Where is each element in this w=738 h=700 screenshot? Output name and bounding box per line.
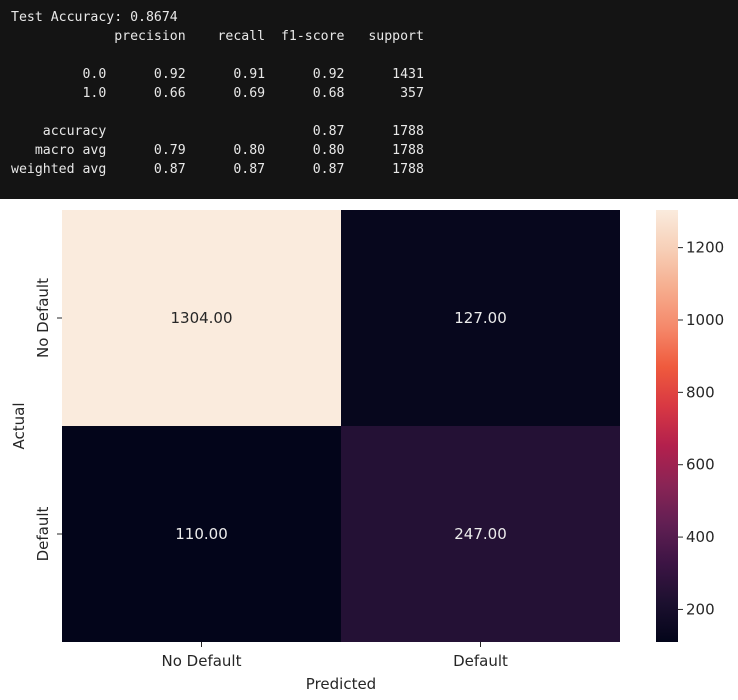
heatmap-cell <box>341 426 620 642</box>
colorbar-tick-label: 600 <box>686 456 715 474</box>
colorbar-tick-label: 1200 <box>686 239 724 257</box>
report-row: 0.0 0.92 0.91 0.92 1431 <box>11 67 424 82</box>
colorbar-tick-label: 200 <box>686 600 715 618</box>
report-row-label: weighted avg <box>11 162 107 177</box>
report-cell <box>186 124 265 139</box>
report-cell: 1431 <box>344 67 424 82</box>
report-column-header: recall <box>185 29 266 44</box>
report-cell <box>106 105 185 120</box>
report-column-header: support <box>344 29 424 44</box>
report-row: 1.0 0.66 0.69 0.68 357 <box>11 86 424 101</box>
cell-annotation: 247.00 <box>454 525 507 543</box>
x-tick-label: Default <box>453 652 508 670</box>
report-row-label: 0.0 <box>11 67 107 82</box>
report-cell: 0.79 <box>106 143 186 158</box>
heatmap-cell <box>62 210 341 426</box>
cell-annotation: 110.00 <box>175 525 228 543</box>
report-cell: 0.66 <box>106 86 186 101</box>
report-cell: 0.69 <box>185 86 266 101</box>
y-tick-label: Default <box>34 506 52 561</box>
report-cell: 0.68 <box>265 86 345 101</box>
report-cell: 0.87 <box>265 124 345 139</box>
report-cell: 0.92 <box>265 67 345 82</box>
confusion-matrix-plot: 1304.00 127.00 110.00 247.00 No Default Defau… <box>0 199 738 700</box>
report-table: precision recall f1-score support 0.0 0.… <box>11 29 424 177</box>
test-accuracy-line: Test Accuracy: 0.8674 <box>11 10 178 25</box>
report-cell: 0.92 <box>106 67 186 82</box>
report-cell: 0.87 <box>106 162 186 177</box>
console-output: Test Accuracy: 0.8674 precision recall f… <box>0 0 738 199</box>
y-tick-label: No Default <box>34 278 52 358</box>
report-cell <box>186 105 265 120</box>
colorbar-tick-label: 800 <box>686 383 715 401</box>
classification-report: Test Accuracy: 0.8674 precision recall f… <box>0 0 738 179</box>
report-cell: 0.80 <box>265 143 345 158</box>
report-cell <box>265 105 344 120</box>
report-row-label <box>11 105 106 120</box>
cell-annotation: 1304.00 <box>170 309 232 327</box>
report-cell: 357 <box>344 86 424 101</box>
report-cell <box>345 105 424 120</box>
colorbar-tick-label: 400 <box>686 528 715 546</box>
y-axis-label: Actual <box>10 403 28 450</box>
report-cell: 0.80 <box>185 143 266 158</box>
report-cell: 0.87 <box>185 162 266 177</box>
heatmap-cell <box>341 210 620 426</box>
report-row <box>11 105 424 120</box>
report-column-header: f1-score <box>265 29 345 44</box>
report-row: macro avg 0.79 0.80 0.80 1788 <box>11 143 424 158</box>
report-cell: 1788 <box>344 162 424 177</box>
report-cell: 0.91 <box>185 67 266 82</box>
report-cell: 1788 <box>344 143 424 158</box>
report-column-header: precision <box>106 29 186 44</box>
heatmap-cell <box>62 426 341 642</box>
report-cell: 1788 <box>344 124 424 139</box>
report-row-label: macro avg <box>11 143 107 158</box>
heatmap-svg: 1304.00 127.00 110.00 247.00 No Default Defau… <box>10 210 724 693</box>
cell-annotation: 127.00 <box>454 309 507 327</box>
colorbar <box>656 210 678 642</box>
report-row: accuracy 0.87 1788 <box>11 124 424 139</box>
colorbar-tick-label: 1000 <box>686 311 724 329</box>
x-tick-label: No Default <box>162 652 242 670</box>
report-header: precision recall f1-score support <box>11 29 424 44</box>
x-axis-label: Predicted <box>306 675 376 693</box>
report-row-label: 1.0 <box>11 86 107 101</box>
report-row-label: accuracy <box>11 124 107 139</box>
report-row: weighted avg 0.87 0.87 0.87 1788 <box>11 162 424 177</box>
report-cell <box>106 124 185 139</box>
report-cell: 0.87 <box>265 162 345 177</box>
